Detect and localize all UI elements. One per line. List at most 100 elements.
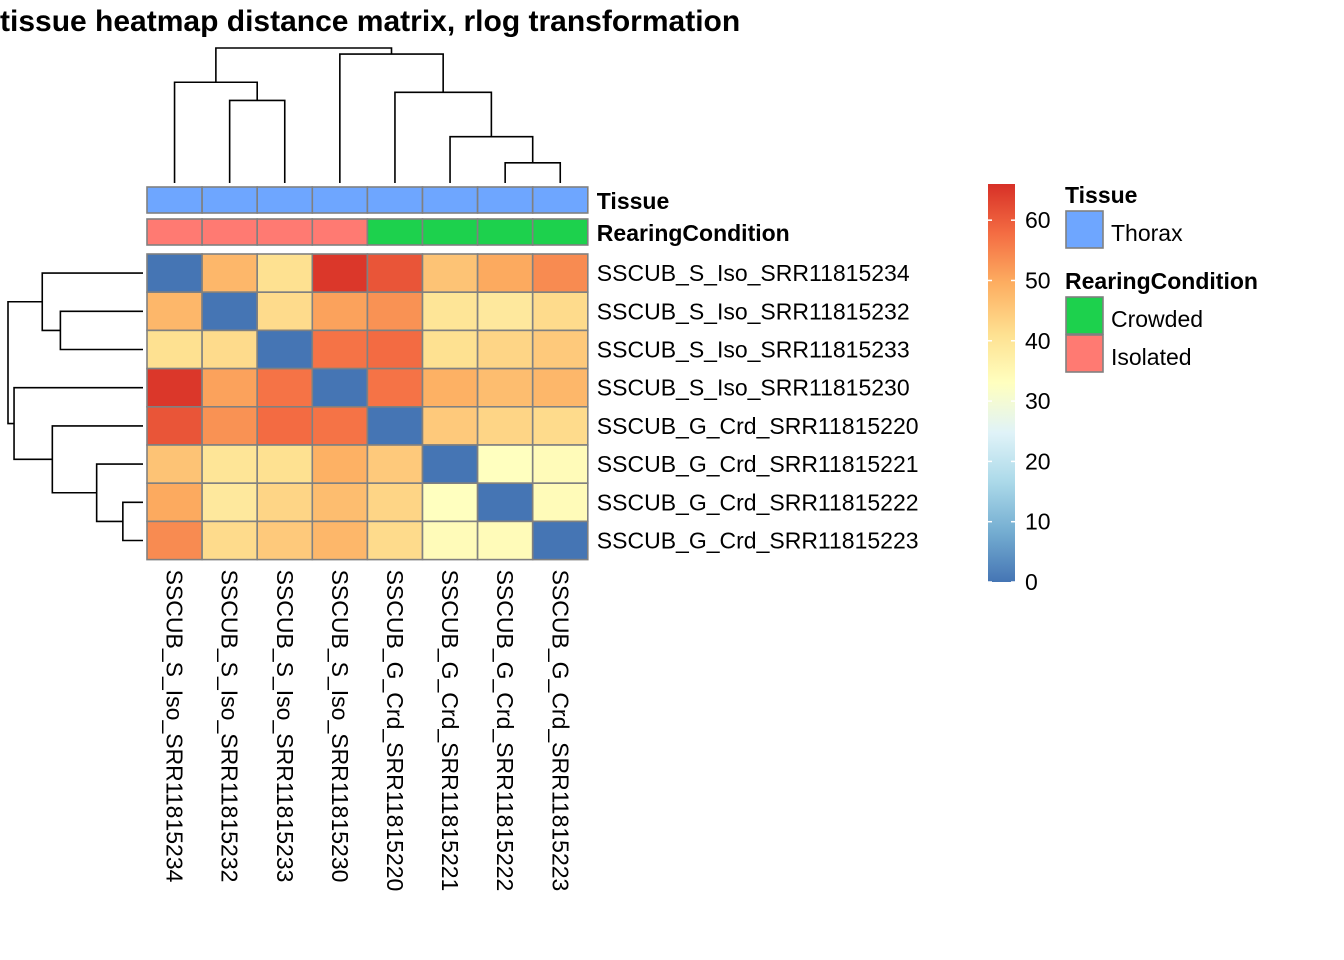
annotation-cell-rearingcondition	[311, 218, 369, 246]
legend-title: Tissue	[1065, 182, 1137, 208]
heatmap-cell	[311, 482, 369, 523]
row-label: SSCUB_S_Iso_SRR11815230	[597, 375, 910, 401]
column-label: SSCUB_S_Iso_SRR11815230	[327, 570, 353, 883]
heatmap-cell	[311, 367, 369, 408]
heatmap-cell	[311, 253, 369, 294]
legend-item-label: Isolated	[1111, 344, 1192, 370]
annotation-cell-tissue	[476, 186, 534, 214]
heatmap-cell	[421, 367, 479, 408]
heatmap-cell	[146, 329, 203, 370]
heatmap-cell	[421, 405, 479, 446]
heatmap-cell	[311, 291, 369, 332]
heatmap-cell	[421, 329, 479, 370]
heatmap-cell	[421, 253, 479, 294]
column-dendrogram	[173, 47, 562, 183]
heatmap-cell	[476, 444, 534, 485]
heatmap-cell	[256, 291, 314, 332]
dendrogram-branch	[41, 272, 143, 332]
heatmap-cell	[366, 405, 424, 446]
heatmap-cell	[311, 520, 369, 561]
heatmap-cell	[311, 444, 369, 485]
color-bar-tick-label: 10	[1025, 509, 1051, 535]
heatmap-cell	[256, 253, 314, 294]
heatmap-cell	[201, 520, 259, 561]
heatmap-cell	[201, 329, 259, 370]
annotation-cell-tissue	[311, 186, 369, 214]
heatmap-cell	[531, 329, 589, 370]
heatmap-cell	[256, 329, 314, 370]
heatmap-cell	[476, 291, 534, 332]
row-label: SSCUB_S_Iso_SRR11815232	[597, 298, 910, 324]
heatmap-cell	[146, 444, 203, 485]
heatmap-cell	[476, 405, 534, 446]
heatmap-cell	[476, 253, 534, 294]
heatmap-cell	[476, 482, 534, 523]
color-bar-tick-label: 60	[1025, 207, 1051, 233]
column-label: SSCUB_G_Crd_SRR11815223	[547, 570, 573, 892]
dendrogram-branch	[228, 99, 286, 183]
heatmap-cell	[531, 405, 589, 446]
row-label: SSCUB_S_Iso_SRR11815233	[597, 337, 910, 363]
heatmap-cell	[201, 291, 259, 332]
dendrogram-branch	[13, 386, 143, 461]
row-label: SSCUB_G_Crd_SRR11815222	[597, 489, 919, 515]
heatmap-cell	[366, 253, 424, 294]
dendrogram-branch	[51, 425, 143, 494]
heatmap-cell	[146, 367, 203, 408]
row-label: SSCUB_S_Iso_SRR11815234	[597, 260, 910, 286]
annotation-cell-tissue	[256, 186, 314, 214]
column-label: SSCUB_S_Iso_SRR11815234	[162, 570, 188, 883]
heatmap-cell	[476, 329, 534, 370]
heatmap-cell	[256, 520, 314, 561]
chart-title: tissue heatmap distance matrix, rlog tra…	[0, 5, 740, 38]
heatmap-cell	[201, 444, 259, 485]
dendrogram-branch	[122, 501, 143, 542]
color-scale-legend: 0 10 20 30 40 50 60	[988, 184, 1051, 595]
annotation-cell-rearingcondition	[146, 218, 203, 246]
heatmap-cell	[311, 405, 369, 446]
heatmap-cell	[531, 444, 589, 485]
heatmap-cell	[201, 405, 259, 446]
column-label: SSCUB_G_Crd_SRR11815221	[437, 570, 463, 892]
annotation-cell-rearingcondition	[421, 218, 479, 246]
heatmap-cell	[201, 367, 259, 408]
legend-item-label: Thorax	[1111, 220, 1183, 246]
annotation-cell-tissue	[146, 186, 203, 214]
annotation-label-rearingcondition: RearingCondition	[597, 220, 790, 246]
annotation-label-tissue: Tissue	[597, 188, 669, 214]
heatmap-cell	[366, 520, 424, 561]
heatmap-cell	[146, 291, 203, 332]
heatmap-cell	[531, 367, 589, 408]
heatmap-cell	[256, 482, 314, 523]
annotation-cell-rearingcondition	[366, 218, 424, 246]
color-bar-tick-label: 30	[1025, 388, 1051, 414]
row-dendrogram	[7, 272, 143, 542]
dendrogram-branch	[59, 310, 143, 351]
heatmap-cell	[146, 253, 203, 294]
dendrogram-branch	[95, 463, 143, 523]
dendrogram-branch	[173, 81, 258, 183]
color-bar-tick-label: 20	[1025, 448, 1051, 474]
legend-swatch	[1065, 210, 1104, 249]
heatmap-cell	[311, 329, 369, 370]
heatmap-cell	[476, 520, 534, 561]
heatmap-cell	[531, 253, 589, 294]
annotation-cell-tissue	[531, 186, 589, 214]
dendrogram-branch	[504, 162, 562, 183]
color-bar	[988, 184, 1015, 582]
row-label: SSCUB_G_Crd_SRR11815221	[597, 451, 919, 477]
heatmap-cell	[366, 444, 424, 485]
heatmap-cell	[531, 291, 589, 332]
legend-swatch	[1065, 334, 1104, 373]
column-labels: SSCUB_S_Iso_SRR11815234 SSCUB_S_Iso_SRR11…	[162, 570, 574, 892]
heatmap-cell	[366, 329, 424, 370]
annotation-cell-rearingcondition	[201, 218, 259, 246]
heatmap-cell	[146, 520, 203, 561]
color-bar-tick-label: 40	[1025, 328, 1051, 354]
dendrogram-branch	[394, 91, 493, 183]
dendrogram-branch	[7, 300, 43, 425]
heatmap-cell	[421, 291, 479, 332]
dendrogram-branch	[215, 47, 393, 83]
annotation-cell-rearingcondition	[531, 218, 589, 246]
